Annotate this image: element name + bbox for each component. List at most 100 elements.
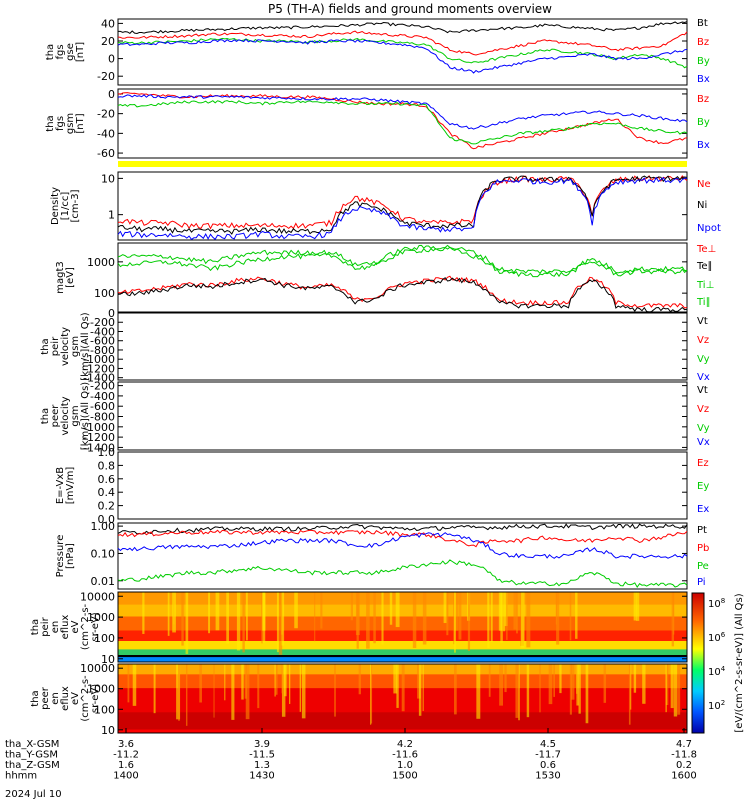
- legend-entry: Vt: [697, 385, 708, 396]
- y-axis-label: gsm: [65, 113, 76, 134]
- y-tick-label: -1400: [83, 441, 115, 454]
- spectrogram-streak: [257, 664, 260, 709]
- y-tick-label: 10: [101, 724, 115, 737]
- y-tick-label: 10: [101, 653, 115, 666]
- spectrogram-streak: [553, 664, 556, 697]
- spectrogram-band: [118, 641, 687, 650]
- spectrogram-streak: [278, 592, 283, 655]
- spectrogram-streak: [578, 664, 581, 714]
- spectrogram-streak: [389, 592, 393, 625]
- spectrogram-streak: [556, 592, 560, 645]
- y-axis-label: magt3: [55, 261, 66, 294]
- x-axis-value: 1.0: [397, 760, 413, 771]
- y-axis-label: velocity: [60, 396, 71, 435]
- spectrogram-streak: [498, 592, 503, 631]
- x-axis-value: -11.6: [392, 750, 418, 761]
- y-axis-label: [nT]: [75, 113, 86, 133]
- colorbar-tick-label: 108: [708, 597, 725, 610]
- panel-peer-en: 10000 1000 100 10 tha peer en eflux eV (cm^2-s-sr…: [30, 662, 688, 737]
- spectrogram-streak: [630, 664, 632, 710]
- spectrogram-streak: [275, 664, 278, 695]
- y-tick-label: -60: [97, 147, 115, 160]
- spectrogram-streak: [670, 664, 674, 709]
- series-line-Te⊥: [117, 275, 688, 309]
- spectrogram-streak: [167, 592, 170, 636]
- y-tick-label: 0: [108, 88, 115, 101]
- y-tick-label: -400: [90, 325, 115, 338]
- y-tick-label: 1000: [87, 683, 115, 696]
- y-tick-label: -20: [97, 108, 115, 121]
- spectrogram-streak: [585, 664, 589, 724]
- series-line-Bz: [117, 30, 688, 56]
- legend-entry: Vx: [697, 437, 710, 448]
- series-line-Bx: [117, 94, 688, 130]
- y-tick-label: 100: [94, 703, 115, 716]
- x-axis-value: -11.5: [249, 750, 275, 761]
- spectrogram-band: [118, 604, 687, 617]
- y-tick-label: 1000: [87, 256, 115, 269]
- y-axis-label: (cm^2-s-: [80, 603, 91, 650]
- spectrogram-streak: [569, 592, 572, 641]
- spectrogram-streak: [299, 664, 302, 712]
- spectrogram-streak: [453, 592, 456, 653]
- legend-entry: Vy: [697, 423, 710, 434]
- spectrogram-streak: [671, 592, 675, 647]
- y-tick-label: 40: [101, 17, 115, 30]
- plot-title: P5 (TH-A) fields and ground moments over…: [268, 2, 552, 16]
- panel-peir-vel: 0-200-400-600-800-1000-1200-1400 tha peir v…: [40, 307, 710, 385]
- spectrogram-streak: [454, 592, 459, 631]
- panel-fgs-gsm: 0 -20 -40 -60 tha fgs gsm [nT] Bz By Bx: [45, 88, 710, 160]
- spectrogram-streak: [142, 592, 145, 634]
- spectrogram-streak: [281, 664, 284, 694]
- spectrogram-streak: [635, 592, 640, 621]
- spectrogram-streak: [539, 664, 541, 713]
- spectrogram-streak: [301, 664, 306, 719]
- legend-entry: Ti⊥: [696, 280, 714, 291]
- legend-entry: Pe: [697, 561, 709, 572]
- y-axis-label: sr-eV): [90, 684, 101, 713]
- spectrogram-streak: [453, 592, 455, 645]
- spectrogram-streak: [281, 592, 285, 646]
- legend-entry: Ne: [697, 179, 711, 190]
- spectrogram-streak: [231, 664, 235, 720]
- spectrogram-streak: [603, 664, 607, 703]
- y-tick-label: 10000: [80, 662, 115, 675]
- colorbar-label: [eV/(cm^2-s-sr-eV)] (All Qs): [734, 593, 745, 732]
- y-tick-label: -400: [90, 390, 115, 403]
- spectrogram-streak: [224, 664, 226, 701]
- spectrogram-streak: [401, 664, 405, 712]
- spectrogram-streak: [446, 592, 449, 636]
- y-axis-label: sr-eV): [90, 612, 101, 641]
- legend-entry: Te∥: [696, 261, 713, 272]
- legend-entry: Vx: [697, 372, 710, 383]
- y-axis-label: tha: [40, 338, 51, 354]
- spectrogram-streak: [185, 592, 189, 654]
- spectrogram-streak: [422, 664, 424, 712]
- y-axis-label: [1/cc]: [60, 192, 71, 221]
- spectrogram-streak: [213, 664, 215, 718]
- y-axis-label: peir: [50, 336, 61, 356]
- y-axis-label: [mV/m]: [65, 467, 76, 505]
- spectrogram-streak: [521, 592, 525, 648]
- spectrogram-streak: [215, 592, 220, 631]
- y-axis-label: tha: [45, 115, 56, 131]
- y-axis-label: [nT]: [75, 42, 86, 62]
- y-axis-label: E=-VxB: [55, 467, 66, 504]
- y-axis-label: eflux: [60, 686, 71, 711]
- y-tick-label: -1000: [83, 421, 115, 434]
- panel-frame: [117, 312, 688, 381]
- series-line-Pi: [117, 532, 688, 560]
- spectrogram-streak: [226, 592, 229, 644]
- x-axis-labels: tha_X-GSM 3.6 3.9 4.2 4.5 4.7 tha_Y-GSM -11.2 -1…: [5, 728, 697, 782]
- y-axis-label: en: [50, 621, 61, 634]
- spectrogram-streak: [677, 664, 681, 715]
- spectrogram-streak: [262, 592, 266, 631]
- y-tick-label: 0.4: [98, 486, 116, 499]
- spectrogram-streak: [516, 592, 518, 634]
- legend-entry: Te⊥: [696, 244, 716, 255]
- series-line-By: [117, 37, 688, 69]
- y-tick-label: -200: [90, 316, 115, 329]
- y-axis-label: Density: [50, 187, 61, 225]
- y-tick-label: -1200: [83, 431, 115, 444]
- legend-entry: Ti∥: [696, 297, 711, 308]
